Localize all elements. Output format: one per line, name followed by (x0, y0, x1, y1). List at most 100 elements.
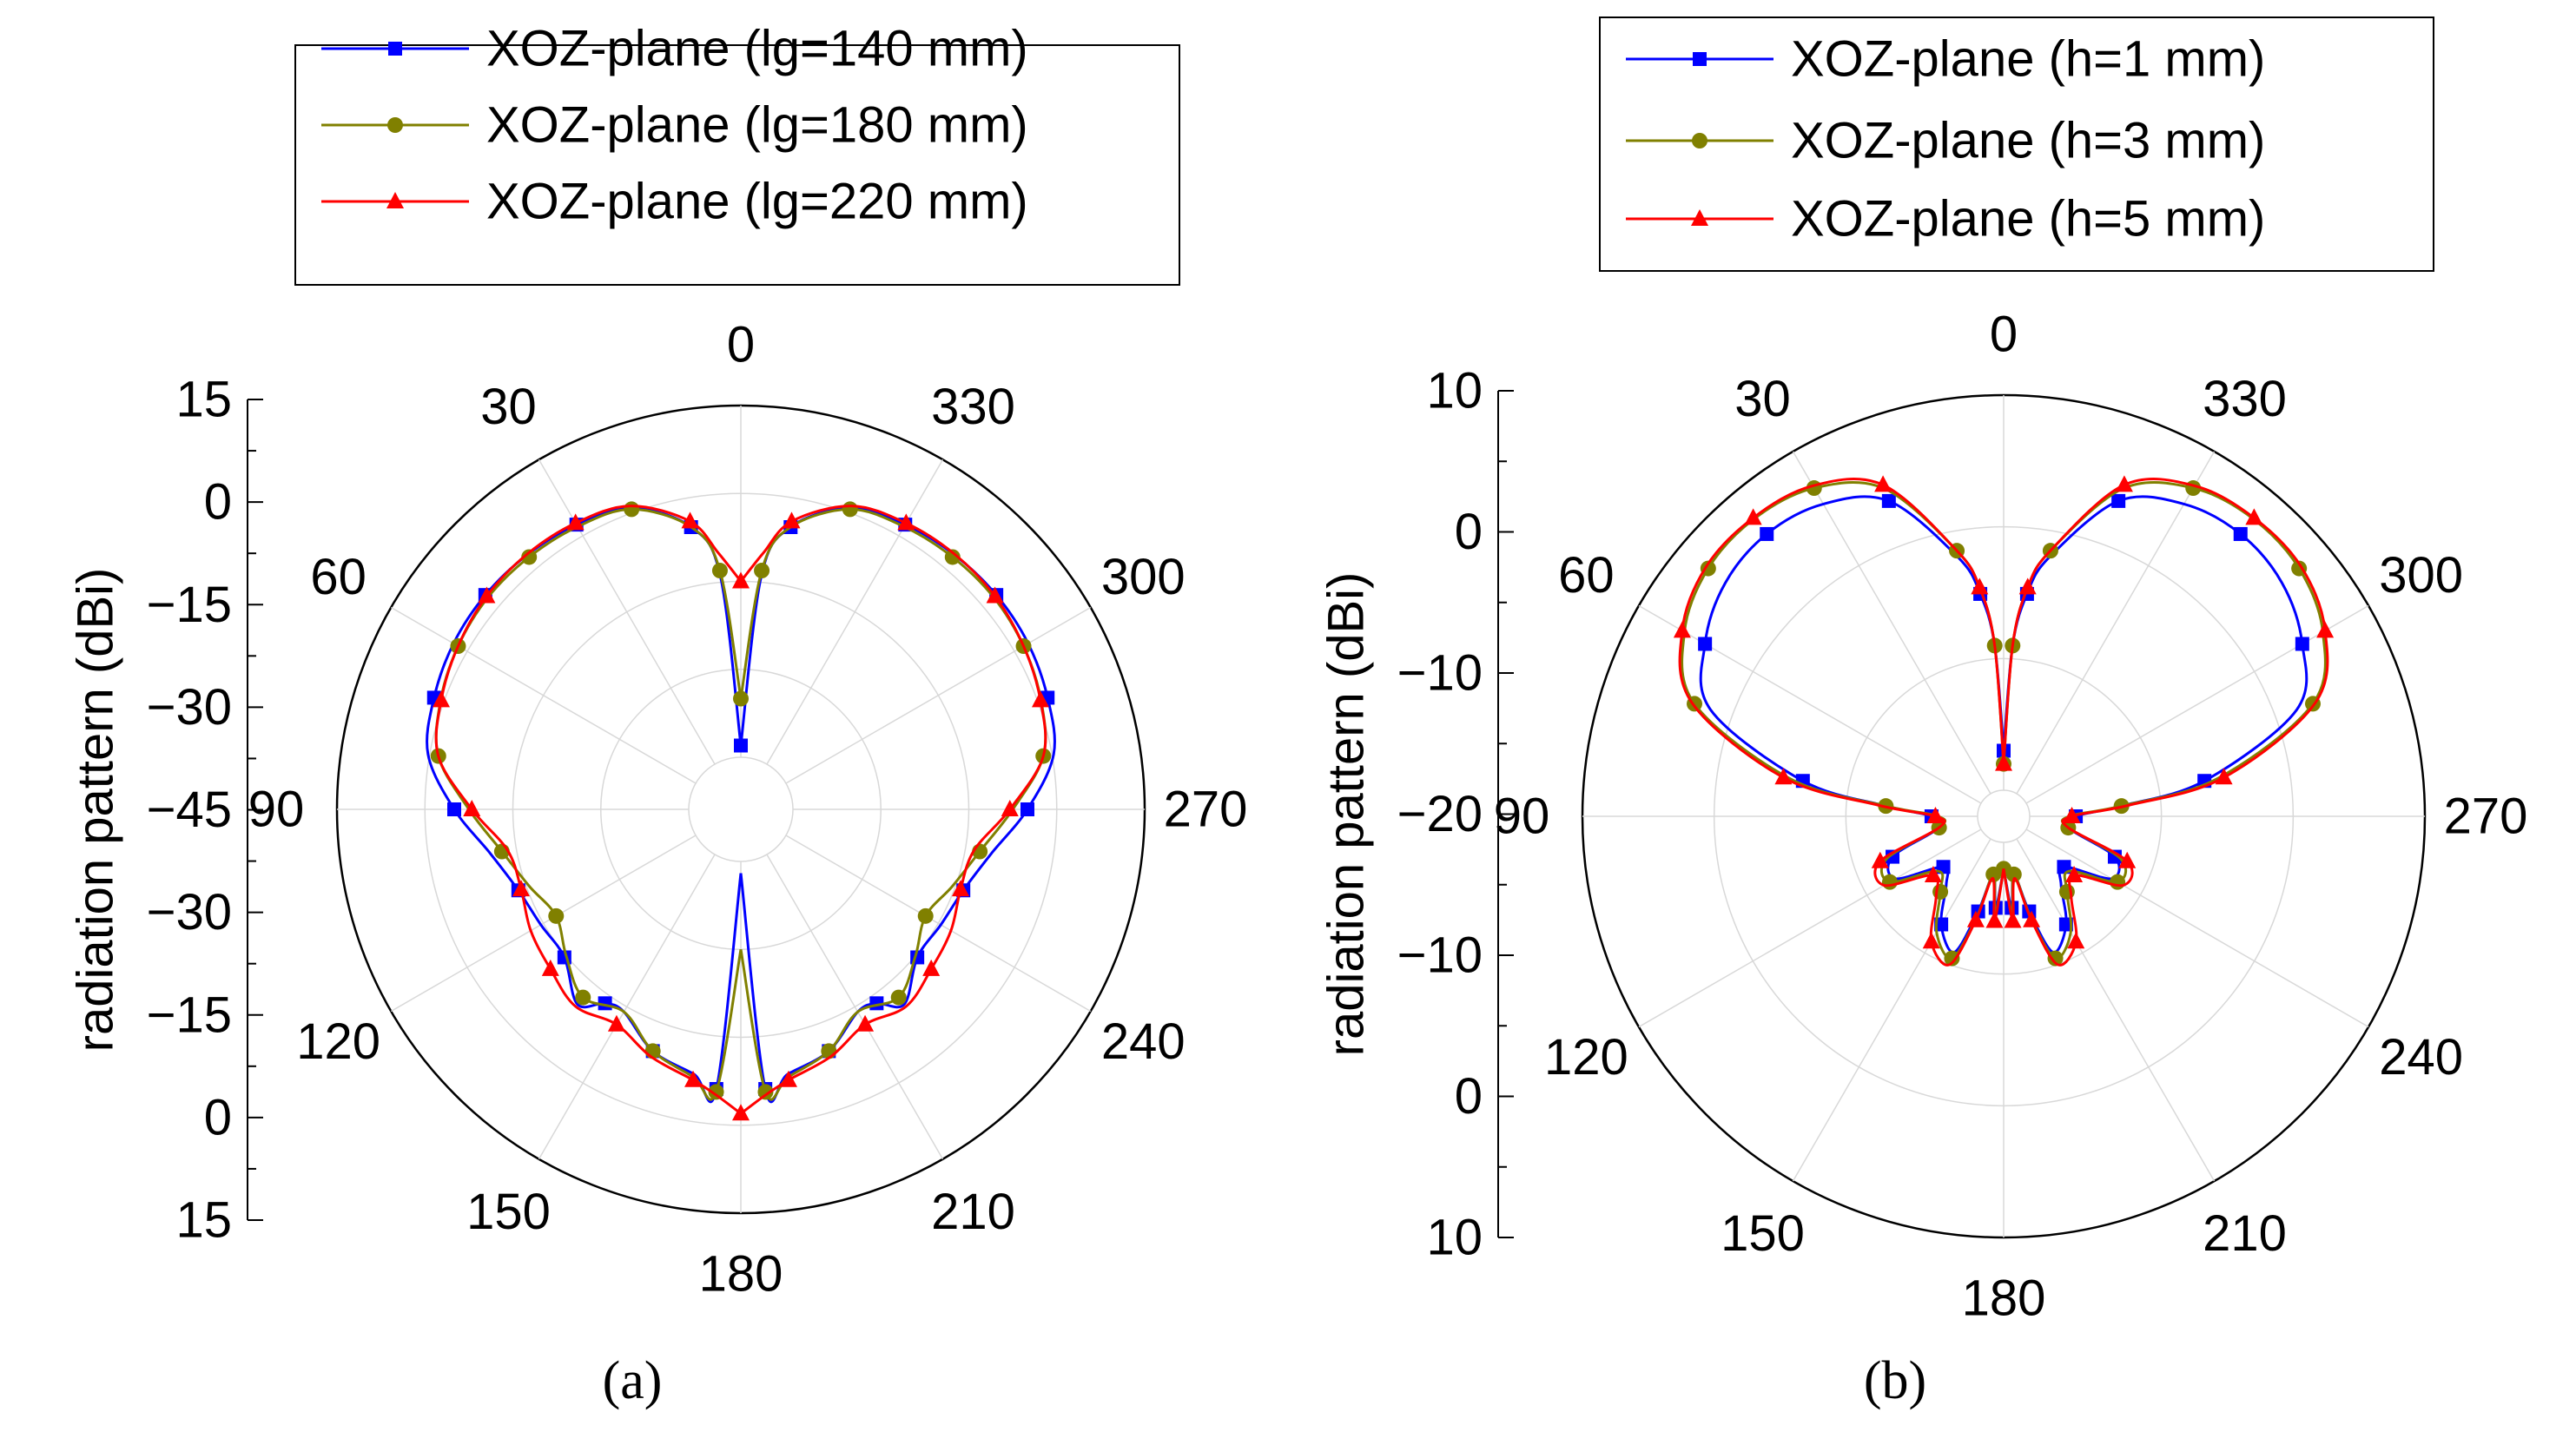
polar-spoke (1792, 838, 1991, 1182)
angle-tick-label: 270 (2444, 789, 2528, 845)
series-marker (952, 880, 970, 897)
polar-spoke (390, 606, 697, 784)
series-marker (1774, 768, 1793, 785)
series-marker (2111, 493, 2126, 508)
angle-tick-label: 180 (1962, 1270, 2046, 1327)
angle-tick-label: 120 (1544, 1029, 1628, 1086)
series-line-2-left (1678, 478, 2005, 967)
series-marker (607, 1014, 625, 1032)
series-marker (684, 1070, 703, 1087)
series-line-0-right (2002, 495, 2308, 954)
angle-tick-label: 150 (466, 1184, 551, 1240)
legend-entry: XOZ-plane (lg=220 mm) (486, 174, 1028, 230)
radial-tick-label: 15 (175, 1192, 232, 1249)
radial-tick-label: −15 (147, 577, 232, 633)
series-marker (575, 989, 591, 1006)
polar-spoke (1638, 828, 1982, 1028)
radial-tick-label: 0 (1455, 1068, 1483, 1125)
series-marker (2115, 475, 2133, 492)
series-marker (1944, 950, 1960, 967)
series-marker (548, 907, 565, 924)
radial-axis-label: radiation pattern (dBi) (1318, 572, 1375, 1057)
angle-tick-label: 240 (1101, 1013, 1186, 1070)
series-marker (783, 511, 801, 529)
polar-spoke (1792, 451, 1991, 795)
series-marker (1001, 800, 1019, 816)
polar-spoke (2016, 451, 2216, 795)
series-marker (1926, 807, 1945, 823)
angle-tick-label: 330 (931, 379, 1015, 435)
series-marker (512, 880, 530, 897)
series-marker (2291, 560, 2308, 577)
series-marker (2004, 911, 2022, 928)
angle-tick-label: 300 (2379, 547, 2463, 604)
legend-marker (1691, 209, 1708, 226)
legend: XOZ-plane (h=1 mm) XOZ-plane (h=3 mm) XOZ-… (1599, 16, 2434, 272)
series-marker (2110, 874, 2126, 890)
angle-tick-label: 0 (1990, 307, 2018, 363)
legend-entry: XOZ-plane (lg=140 mm) (486, 21, 1028, 77)
series-marker (2118, 851, 2137, 868)
radial-tick-label: −20 (1397, 786, 1483, 842)
series-marker (1971, 577, 1989, 595)
series-marker (2047, 950, 2064, 967)
legend-entry: XOZ-plane (h=1 mm) (1791, 31, 2265, 88)
series-marker (754, 563, 770, 579)
series-marker (897, 513, 915, 531)
legend-marker (1692, 133, 1707, 148)
radial-tick-label: 0 (204, 1089, 232, 1145)
series-marker (2067, 932, 2085, 949)
legend-marker (1693, 52, 1707, 66)
series-marker (2316, 621, 2335, 638)
series-marker (1874, 475, 1892, 492)
angle-tick-label: 30 (1734, 371, 1791, 427)
legend-box (294, 44, 1180, 286)
angle-tick-label: 270 (1164, 782, 1248, 838)
series-marker (463, 800, 481, 816)
polar-spoke (1638, 604, 1982, 804)
radial-axis-label: radiation pattern (dBi) (68, 568, 124, 1053)
series-marker (944, 549, 961, 565)
series-marker (2233, 526, 2248, 541)
series-marker (779, 1070, 797, 1087)
legend-marker (387, 117, 403, 133)
angle-tick-label: 210 (2203, 1205, 2287, 1262)
series-marker (433, 690, 451, 708)
angle-tick-label: 60 (1558, 547, 1615, 604)
polar-spoke (538, 459, 716, 765)
series-2 (1673, 475, 2335, 967)
panel-label: (a) (603, 1351, 663, 1410)
series-line-2-left (434, 505, 743, 1115)
angle-tick-label: 300 (1101, 549, 1186, 605)
series-marker (1924, 866, 1942, 883)
polar-spoke (2016, 838, 2216, 1182)
series-marker (1760, 526, 1774, 541)
series-marker (732, 571, 750, 589)
series-marker (757, 1084, 774, 1100)
series-line-2-right (2002, 478, 2329, 967)
legend-entry: XOZ-plane (lg=180 mm) (486, 97, 1028, 154)
polar-spoke (766, 854, 944, 1160)
series-marker (2063, 807, 2081, 823)
radial-tick-label: −45 (147, 782, 232, 838)
series-marker (447, 802, 461, 816)
series-marker (681, 511, 699, 529)
series-marker (624, 501, 640, 518)
angle-tick-label: 180 (699, 1246, 783, 1303)
angle-tick-label: 60 (310, 549, 367, 605)
radial-tick-label: 0 (1455, 504, 1483, 560)
series-marker (733, 690, 749, 707)
angle-tick-label: 330 (2203, 371, 2287, 427)
series-marker (2023, 910, 2041, 927)
radial-tick-label: −10 (1397, 645, 1483, 702)
radial-tick-label: −30 (147, 679, 232, 736)
series-marker (917, 907, 934, 924)
series-marker (1871, 851, 1889, 868)
polar-spoke (538, 854, 716, 1160)
series-marker (2065, 866, 2084, 883)
legend-marker (388, 42, 402, 56)
legend-entry: XOZ-plane (h=5 mm) (1791, 191, 2265, 247)
angle-tick-label: 30 (480, 379, 537, 435)
polar-chart-b: 0 30 60 90 120 150 180 210 240 270 300 330 10 0 −10 −20… (1318, 16, 2528, 1410)
